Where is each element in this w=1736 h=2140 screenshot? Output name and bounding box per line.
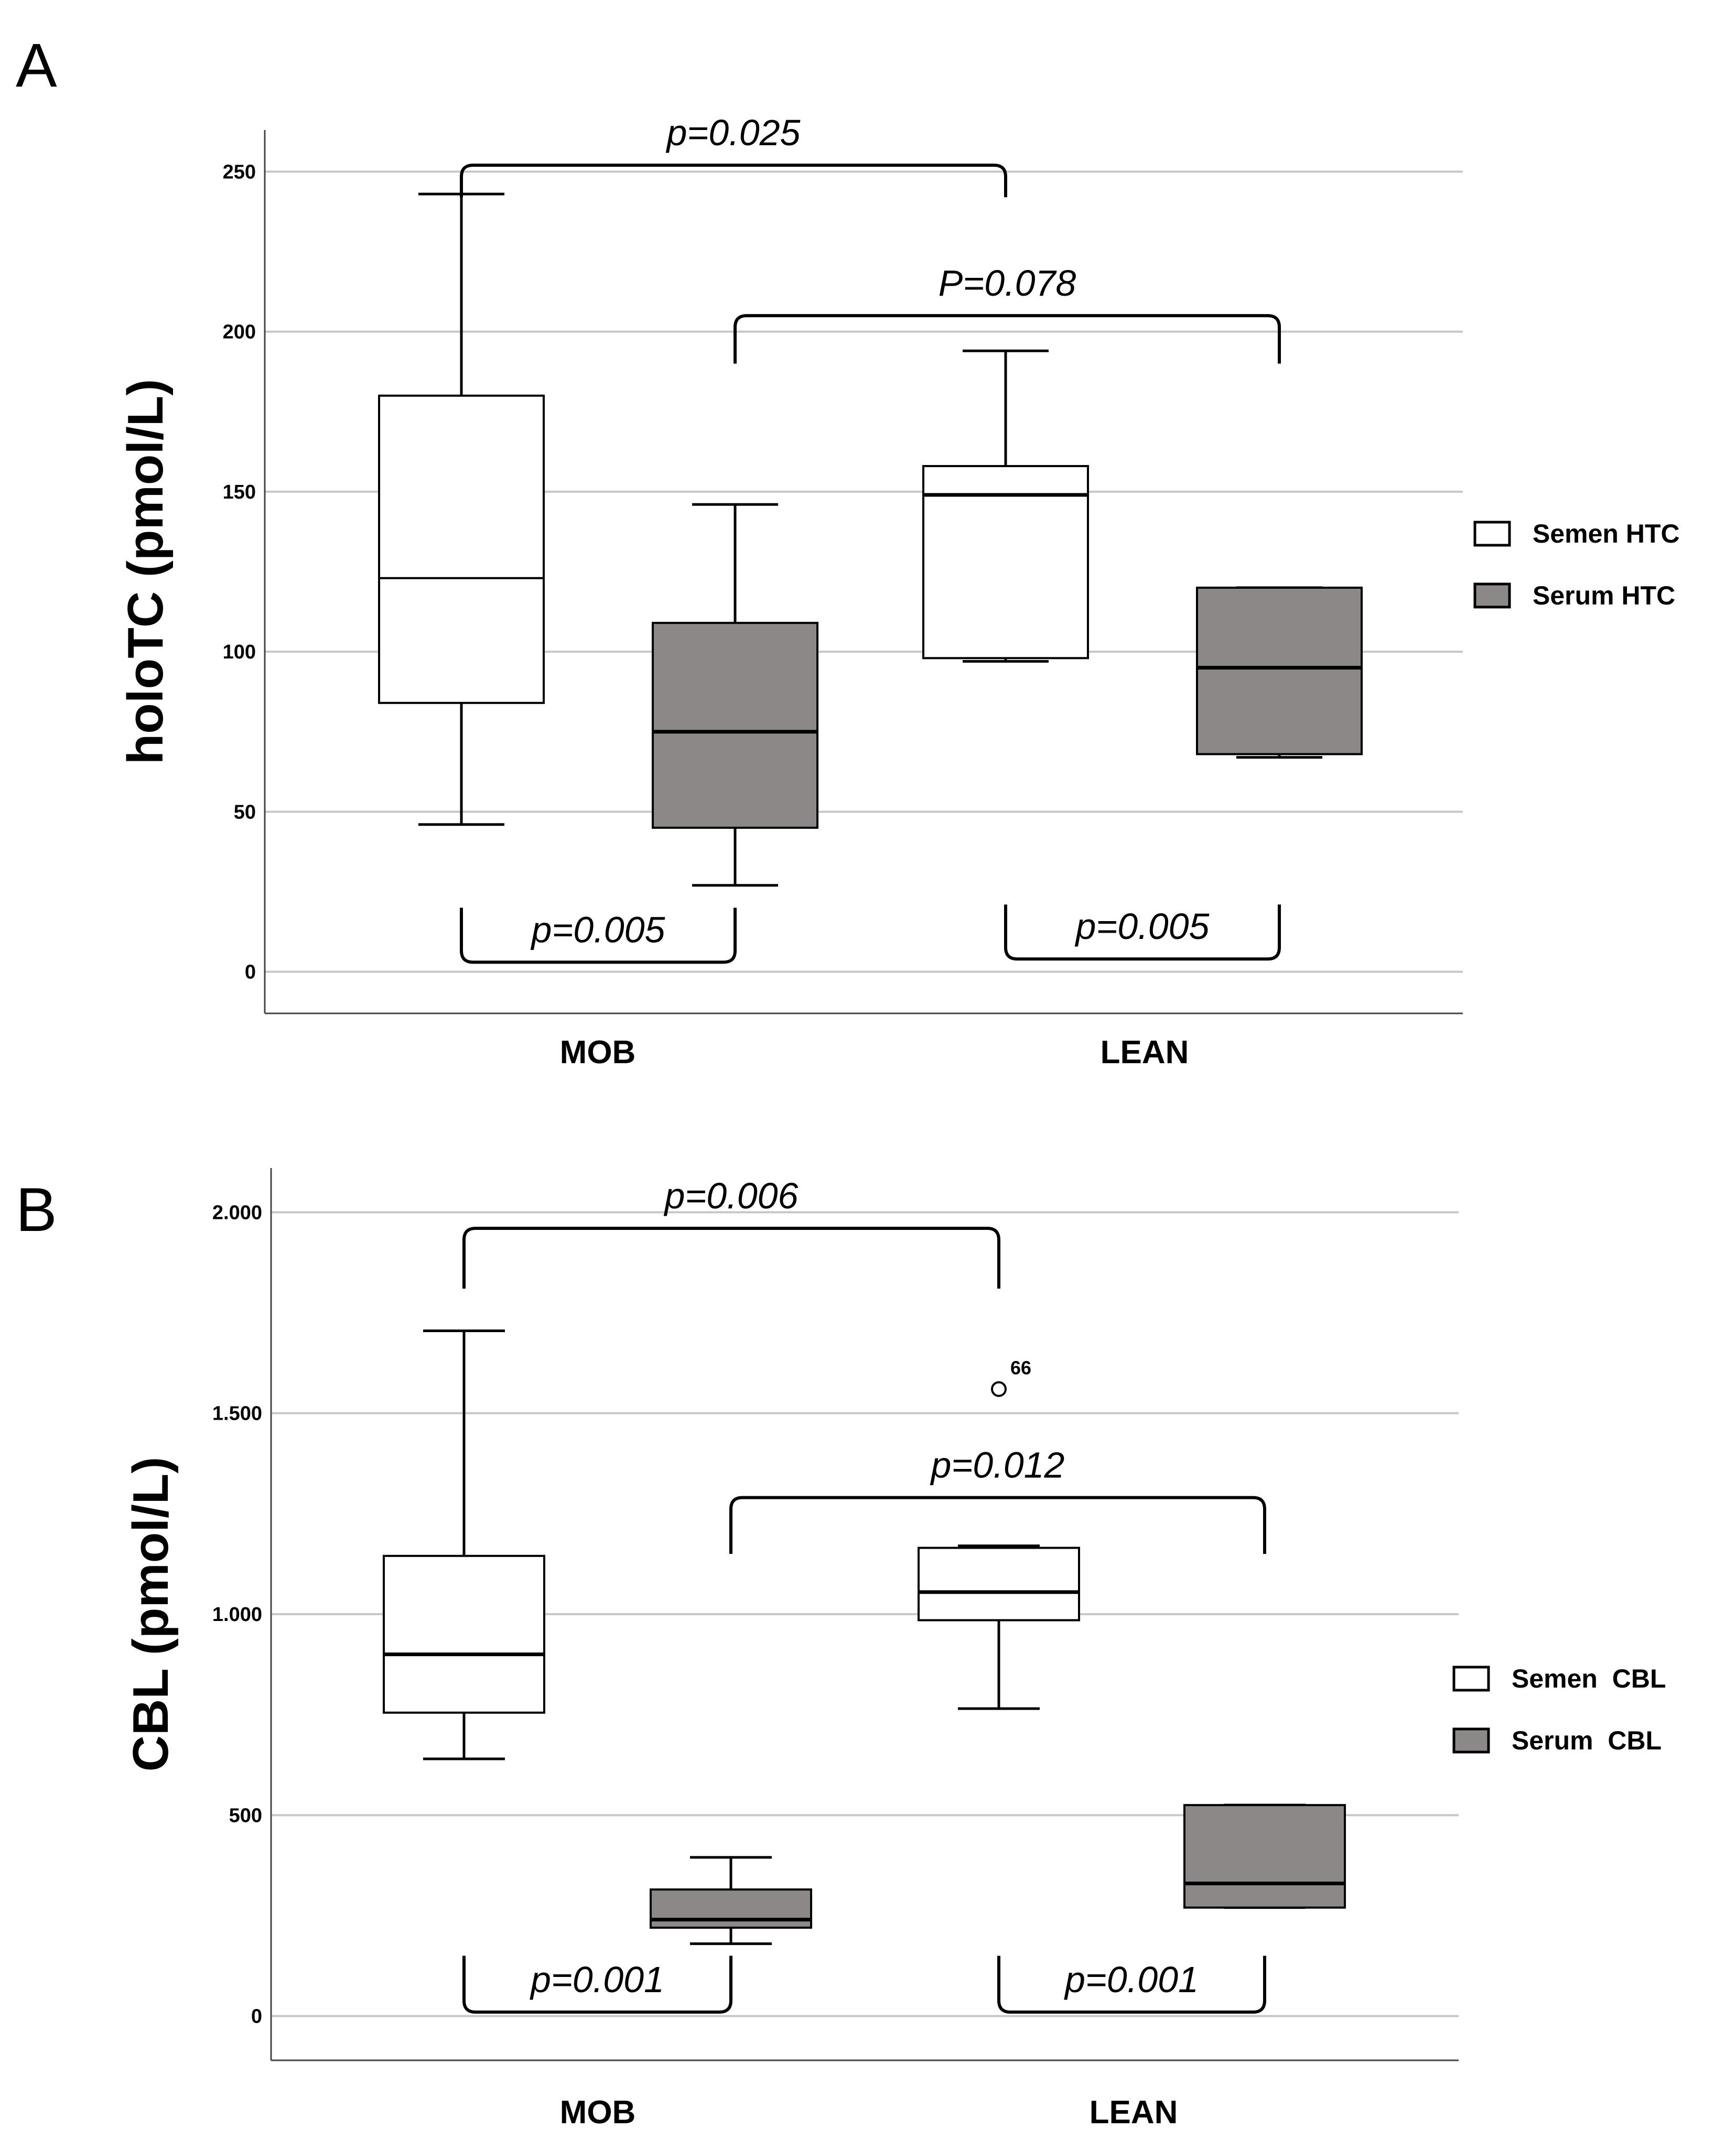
y-tick-label: 1.500 (212, 1403, 262, 1425)
box-mob-semen (378, 192, 545, 826)
p-value-label: p=0.006 (664, 1175, 799, 1216)
box-iqr (650, 1888, 812, 1929)
x-tick-label: MOB (560, 2094, 636, 2131)
significance-bracket (1004, 904, 1281, 961)
legend-swatch (1473, 582, 1511, 609)
y-tick-label: 50 (234, 801, 256, 823)
legend-label: Serum CBL (1512, 1726, 1662, 1755)
y-axis-title: holoTC (pmol/L) (117, 379, 174, 765)
y-tick-label: 2.000 (212, 1202, 262, 1224)
p-value-label: p=0.005 (531, 909, 666, 950)
box-mob-serum (652, 503, 818, 887)
p-value-label: p=0.001 (530, 1959, 664, 2000)
box-iqr (1183, 1804, 1346, 1909)
significance-bracket (460, 164, 1007, 198)
y-tick-label: 200 (223, 321, 256, 343)
box-lean-serum (1183, 1803, 1346, 1909)
box-lean-semen (922, 349, 1089, 663)
y-axis-title: CBL (pmol/L) (123, 1457, 179, 1772)
legend-label: Semen HTC (1533, 519, 1680, 548)
p-value-label: P=0.078 (939, 263, 1076, 304)
box-iqr (652, 622, 818, 829)
y-tick-label: 500 (229, 1804, 262, 1826)
x-tick-label: MOB (560, 1034, 636, 1071)
y-tick-label: 250 (223, 161, 256, 183)
box-iqr (922, 465, 1089, 660)
significance-bracket (460, 907, 737, 964)
legend-swatch (1452, 1727, 1490, 1754)
outlier-label: 66 (1010, 1357, 1031, 1379)
box-iqr (378, 394, 545, 704)
box-mob-semen (383, 1330, 545, 1760)
legend-label: Serum HTC (1533, 581, 1675, 610)
legend-swatch (1473, 521, 1511, 547)
panel-b: B 0 500 1.000 1.500 2.000 CBL (pmol/L) MOB LEAN 6… (16, 1168, 1666, 2131)
box-mob-serum (650, 1856, 812, 1946)
box-iqr (918, 1547, 1080, 1622)
legend-label: Semen CBL (1512, 1664, 1666, 1693)
y-tick-label: 0 (251, 2006, 262, 2028)
significance-bracket (462, 1955, 732, 2014)
significance-bracket (462, 1227, 1000, 1289)
panel-letter: B (16, 1175, 57, 1245)
box-lean-semen (918, 1544, 1080, 1710)
panel-letter: A (16, 31, 57, 100)
significance-bracket (729, 1496, 1266, 1554)
p-value-label: p=0.001 (1064, 1959, 1199, 2000)
box-iqr (1196, 587, 1363, 755)
y-tick-label: 1.000 (212, 1604, 262, 1626)
p-value-label: p=0.012 (930, 1445, 1065, 1486)
y-tick-label: 100 (223, 641, 256, 663)
legend-swatch (1452, 1666, 1490, 1692)
x-tick-label: LEAN (1090, 2094, 1178, 2131)
significance-bracket (734, 314, 1281, 364)
panel-a: A 0 50 100 150 200 250 holoTC (pmol/L) MOB LEAN p=… (16, 31, 1680, 1071)
y-tick-label: 0 (245, 961, 256, 983)
p-value-label: p=0.005 (1075, 906, 1210, 947)
outlier-point (991, 1381, 1007, 1397)
box-iqr (383, 1554, 545, 1714)
x-tick-label: LEAN (1101, 1034, 1189, 1071)
box-lean-serum (1196, 586, 1363, 759)
p-value-label: p=0.025 (666, 112, 801, 153)
y-tick-label: 150 (223, 481, 256, 503)
significance-bracket (997, 1955, 1266, 2014)
